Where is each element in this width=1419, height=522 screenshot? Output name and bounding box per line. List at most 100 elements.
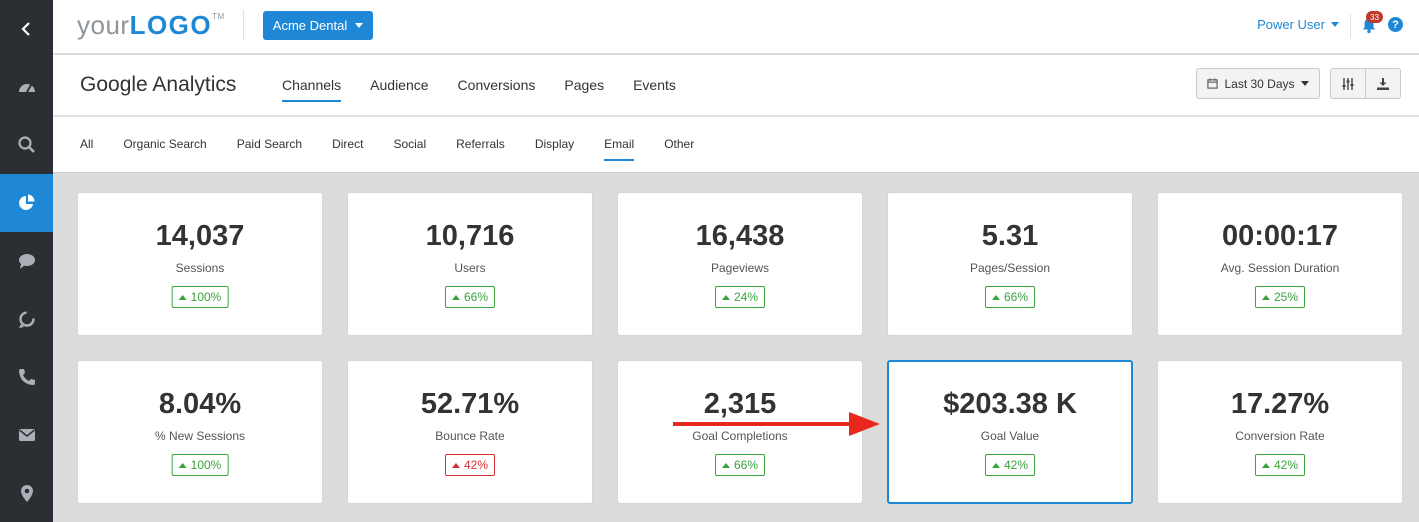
date-range-button[interactable]: Last 30 Days — [1196, 68, 1320, 99]
metric-value: 10,716 — [425, 220, 515, 252]
metric-label: Conversion Rate — [1235, 429, 1325, 443]
change-badge: 24% — [714, 286, 766, 308]
subtab-paid-search[interactable]: Paid Search — [236, 137, 303, 151]
triangle-up-icon — [991, 294, 1000, 300]
brand-logo[interactable]: yourLOGOTM — [77, 10, 225, 41]
metric-value: 16,438 — [695, 220, 785, 252]
pie-chart-icon — [18, 194, 35, 210]
change-badge: 66% — [444, 286, 496, 308]
collapse-sidebar-button[interactable] — [0, 0, 53, 58]
change-value: 66% — [463, 290, 489, 304]
metric-card-goal-completions[interactable]: 2,315 Goal Completions 66% — [617, 360, 863, 504]
metric-label: Users — [454, 261, 486, 275]
metric-label: Pages/Session — [969, 261, 1051, 275]
metric-card-conversion-rate[interactable]: 17.27% Conversion Rate 42% — [1157, 360, 1403, 504]
metric-value: 14,037 — [155, 220, 245, 252]
sliders-icon — [1342, 77, 1354, 90]
tab-audience[interactable]: Audience — [370, 77, 429, 93]
channel-filter-bar: All Organic Search Paid Search Direct So… — [53, 117, 1419, 173]
change-badge: 66% — [984, 286, 1036, 308]
sidebar-item-email[interactable] — [0, 406, 53, 464]
subtab-social[interactable]: Social — [393, 137, 427, 151]
sidebar-item-sync[interactable] — [0, 290, 53, 348]
metric-card-users[interactable]: 10,716 Users 66% — [347, 192, 593, 336]
filter-settings-button[interactable] — [1330, 68, 1366, 99]
notification-count-badge: 33 — [1366, 11, 1383, 23]
sidebar-item-analytics[interactable] — [0, 174, 53, 232]
map-pin-icon — [20, 485, 33, 502]
metric-label: Bounce Rate — [435, 429, 505, 443]
metric-card-sessions[interactable]: 14,037 Sessions 100% — [77, 192, 323, 336]
metric-value: 8.04% — [158, 388, 242, 420]
metric-value: 00:00:17 — [1221, 220, 1339, 252]
metric-value: 2,315 — [703, 388, 777, 420]
subtab-all[interactable]: All — [80, 137, 94, 151]
sidebar — [0, 0, 53, 522]
triangle-up-icon — [1261, 462, 1270, 468]
tab-conversions[interactable]: Conversions — [457, 77, 536, 93]
tab-pages[interactable]: Pages — [564, 77, 605, 93]
metric-label: Sessions — [175, 261, 225, 275]
metric-label: Pageviews — [710, 261, 770, 275]
change-value: 42% — [1003, 458, 1029, 472]
change-badge: 100% — [171, 454, 229, 476]
change-value: 100% — [190, 458, 222, 472]
metric-label: Goal Value — [980, 429, 1040, 443]
tab-channels[interactable]: Channels — [282, 77, 342, 102]
tab-events[interactable]: Events — [633, 77, 676, 93]
search-icon — [17, 136, 35, 153]
triangle-up-icon — [1261, 294, 1270, 300]
subtab-direct[interactable]: Direct — [332, 137, 364, 151]
change-badge: 42% — [984, 454, 1036, 476]
change-badge: 42% — [1254, 454, 1306, 476]
calendar-icon — [1207, 78, 1219, 89]
client-selector-button[interactable]: Acme Dental — [263, 11, 373, 40]
divider — [243, 10, 244, 40]
subtab-email[interactable]: Email — [604, 137, 635, 161]
caret-down-icon — [1300, 81, 1309, 86]
download-button[interactable] — [1365, 68, 1401, 99]
refresh-icon — [18, 311, 35, 328]
metric-card-pages-per-session[interactable]: 5.31 Pages/Session 66% — [887, 192, 1133, 336]
metric-label: Goal Completions — [692, 429, 788, 443]
title-bar: Google Analytics Channels Audience Conve… — [53, 55, 1419, 116]
metric-value: 17.27% — [1230, 388, 1330, 420]
change-value: 42% — [1273, 458, 1299, 472]
change-value: 66% — [733, 458, 759, 472]
user-label: Power User — [1257, 17, 1325, 32]
sidebar-item-search[interactable] — [0, 116, 53, 174]
metric-label: % New Sessions — [154, 429, 246, 443]
subtab-other[interactable]: Other — [664, 137, 695, 151]
metric-card-new-sessions[interactable]: 8.04% % New Sessions 100% — [77, 360, 323, 504]
change-value: 42% — [463, 458, 489, 472]
top-header: yourLOGOTM Acme Dental Power User 33 ? — [53, 0, 1419, 54]
triangle-up-icon — [991, 462, 1000, 468]
triangle-up-icon — [178, 462, 187, 468]
metric-card-bounce-rate[interactable]: 52.71% Bounce Rate 42% — [347, 360, 593, 504]
metric-card-goal-value[interactable]: $203.38 K Goal Value 42% — [887, 360, 1133, 504]
caret-down-icon — [1331, 22, 1339, 27]
sidebar-item-chat[interactable] — [0, 232, 53, 290]
metric-value: $203.38 K — [943, 388, 1077, 420]
subtab-organic-search[interactable]: Organic Search — [123, 137, 207, 151]
subtab-display[interactable]: Display — [534, 137, 575, 151]
envelope-icon — [18, 429, 35, 441]
change-badge: 25% — [1254, 286, 1306, 308]
date-range-label: Last 30 Days — [1224, 76, 1295, 91]
sidebar-item-calls[interactable] — [0, 348, 53, 406]
subtab-referrals[interactable]: Referrals — [456, 137, 505, 151]
download-icon — [1377, 77, 1389, 90]
metric-value: 5.31 — [981, 220, 1039, 252]
sidebar-item-locations[interactable] — [0, 464, 53, 522]
sidebar-item-dashboard[interactable] — [0, 58, 53, 116]
change-badge: 100% — [171, 286, 229, 308]
change-value: 24% — [733, 290, 759, 304]
user-menu[interactable]: Power User — [1257, 17, 1339, 32]
help-icon[interactable]: ? — [1388, 17, 1403, 32]
triangle-up-icon — [721, 294, 730, 300]
metric-card-pageviews[interactable]: 16,438 Pageviews 24% — [617, 192, 863, 336]
metric-card-avg-session-duration[interactable]: 00:00:17 Avg. Session Duration 25% — [1157, 192, 1403, 336]
metric-value: 52.71% — [420, 388, 520, 420]
logo-trademark: TM — [212, 12, 225, 21]
triangle-up-icon — [451, 294, 460, 300]
